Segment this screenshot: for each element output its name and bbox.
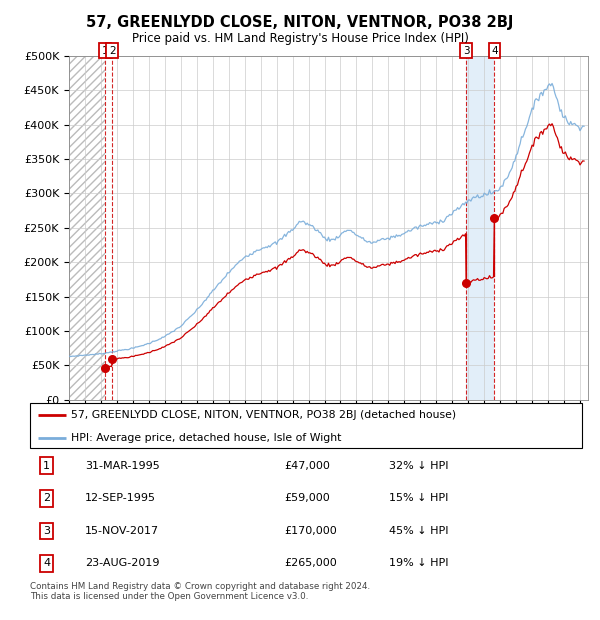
Text: 19% ↓ HPI: 19% ↓ HPI bbox=[389, 559, 448, 569]
Text: 57, GREENLYDD CLOSE, NITON, VENTNOR, PO38 2BJ (detached house): 57, GREENLYDD CLOSE, NITON, VENTNOR, PO3… bbox=[71, 410, 457, 420]
Text: 23-AUG-2019: 23-AUG-2019 bbox=[85, 559, 160, 569]
Text: £59,000: £59,000 bbox=[284, 494, 329, 503]
Bar bbox=[69, 56, 105, 400]
Text: 4: 4 bbox=[43, 559, 50, 569]
Text: 1: 1 bbox=[43, 461, 50, 471]
Text: 15-NOV-2017: 15-NOV-2017 bbox=[85, 526, 160, 536]
Text: £265,000: £265,000 bbox=[284, 559, 337, 569]
Text: 45% ↓ HPI: 45% ↓ HPI bbox=[389, 526, 448, 536]
Text: Contains HM Land Registry data © Crown copyright and database right 2024.
This d: Contains HM Land Registry data © Crown c… bbox=[30, 582, 370, 601]
Text: £170,000: £170,000 bbox=[284, 526, 337, 536]
Text: 3: 3 bbox=[463, 46, 469, 56]
Text: 2: 2 bbox=[109, 46, 116, 56]
Text: 32% ↓ HPI: 32% ↓ HPI bbox=[389, 461, 448, 471]
Text: 31-MAR-1995: 31-MAR-1995 bbox=[85, 461, 160, 471]
Text: Price paid vs. HM Land Registry's House Price Index (HPI): Price paid vs. HM Land Registry's House … bbox=[131, 32, 469, 45]
Text: 4: 4 bbox=[491, 46, 498, 56]
Text: 1: 1 bbox=[101, 46, 108, 56]
Text: 2: 2 bbox=[43, 494, 50, 503]
Text: 12-SEP-1995: 12-SEP-1995 bbox=[85, 494, 156, 503]
Text: 15% ↓ HPI: 15% ↓ HPI bbox=[389, 494, 448, 503]
Bar bbox=[466, 56, 494, 400]
Text: HPI: Average price, detached house, Isle of Wight: HPI: Average price, detached house, Isle… bbox=[71, 433, 342, 443]
Text: £47,000: £47,000 bbox=[284, 461, 330, 471]
Text: 3: 3 bbox=[43, 526, 50, 536]
Text: 57, GREENLYDD CLOSE, NITON, VENTNOR, PO38 2BJ: 57, GREENLYDD CLOSE, NITON, VENTNOR, PO3… bbox=[86, 16, 514, 30]
